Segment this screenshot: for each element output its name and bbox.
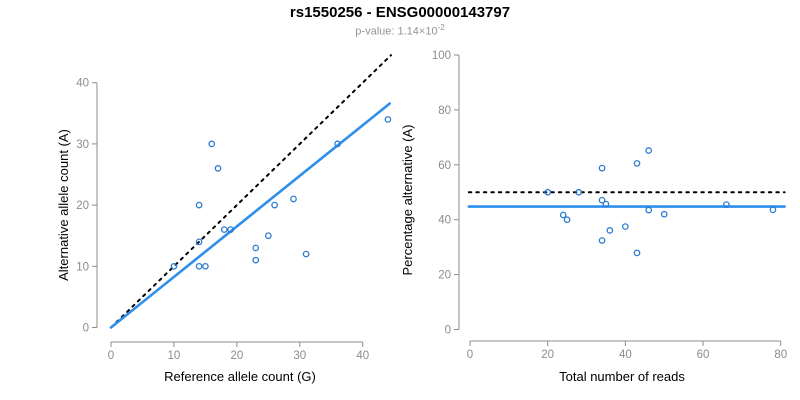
scatter-point — [214, 165, 222, 172]
y-axis-title: Percentage alternative (A) — [400, 124, 415, 275]
scatter-point — [633, 249, 641, 257]
scatter-point — [598, 237, 606, 244]
y-tick-label: 40 — [76, 78, 89, 90]
scatter-point — [645, 206, 653, 214]
y-tick-label: 30 — [76, 139, 89, 151]
x-tick-label: 0 — [108, 350, 114, 362]
scatter-point — [227, 226, 234, 233]
scatter-point — [252, 256, 260, 264]
scatter-point — [563, 216, 571, 224]
scatter-point — [271, 201, 278, 209]
y-tick-label: 20 — [438, 270, 451, 282]
scatter-point — [170, 262, 178, 270]
x-axis-title: Reference allele count (G) — [164, 369, 316, 384]
scatter-point — [606, 227, 614, 234]
x-tick-label: 10 — [168, 350, 181, 362]
scatter-point — [645, 147, 653, 154]
x-tick-label: 0 — [467, 349, 473, 361]
y-tick-label: 10 — [76, 261, 89, 273]
y-tick-label: 60 — [438, 160, 451, 172]
y-tick-label: 0 — [445, 325, 451, 337]
scatter-point — [252, 244, 260, 252]
p-value-text: p-value: 1.14×10 — [355, 25, 438, 38]
x-tick-label: 60 — [697, 349, 710, 361]
y-tick-label: 40 — [438, 215, 451, 227]
fit-line — [109, 102, 392, 329]
scatter-point — [598, 164, 606, 172]
x-tick-label: 40 — [356, 350, 369, 362]
scatter-point — [559, 211, 567, 219]
scatter-point — [722, 201, 730, 208]
x-tick-label: 20 — [541, 349, 554, 361]
scatter-point — [220, 226, 228, 233]
scatter-point — [264, 232, 272, 240]
scatter-point — [208, 140, 216, 148]
scatter-point — [202, 262, 209, 270]
reference-line — [110, 54, 393, 329]
scatter-point — [384, 116, 392, 123]
scatter-point — [598, 196, 606, 204]
scatter-point — [195, 201, 203, 209]
scatter-point — [544, 188, 552, 196]
scatter-point — [633, 160, 641, 167]
scatter-point — [302, 250, 310, 258]
y-tick-label: 0 — [83, 323, 89, 335]
scatter-point — [290, 195, 297, 203]
scatter-point — [575, 188, 583, 196]
x-tick-label: 80 — [774, 349, 787, 361]
x-tick-label: 40 — [619, 349, 632, 361]
p-value-exponent: -2 — [437, 23, 445, 32]
y-tick-label: 80 — [438, 105, 451, 117]
page-title: rs1550256 - ENSG00000143797 — [289, 4, 511, 21]
y-axis-title: Alternative allele count (A) — [56, 129, 71, 281]
scatter-point — [660, 210, 668, 218]
scatter-point — [622, 223, 629, 230]
scatter-point — [195, 238, 203, 246]
y-tick-label: 20 — [76, 200, 89, 212]
x-axis-title: Total number of reads — [559, 369, 685, 384]
scatter-point — [334, 140, 341, 148]
x-tick-label: 20 — [230, 350, 243, 362]
y-tick-label: 100 — [432, 50, 451, 62]
scatter-point — [602, 200, 610, 208]
scatter-point — [195, 262, 203, 270]
scatter-point — [769, 206, 777, 214]
x-tick-label: 30 — [293, 350, 306, 362]
page-subtitle: p-value: 1.14×10-2 — [0, 23, 800, 38]
